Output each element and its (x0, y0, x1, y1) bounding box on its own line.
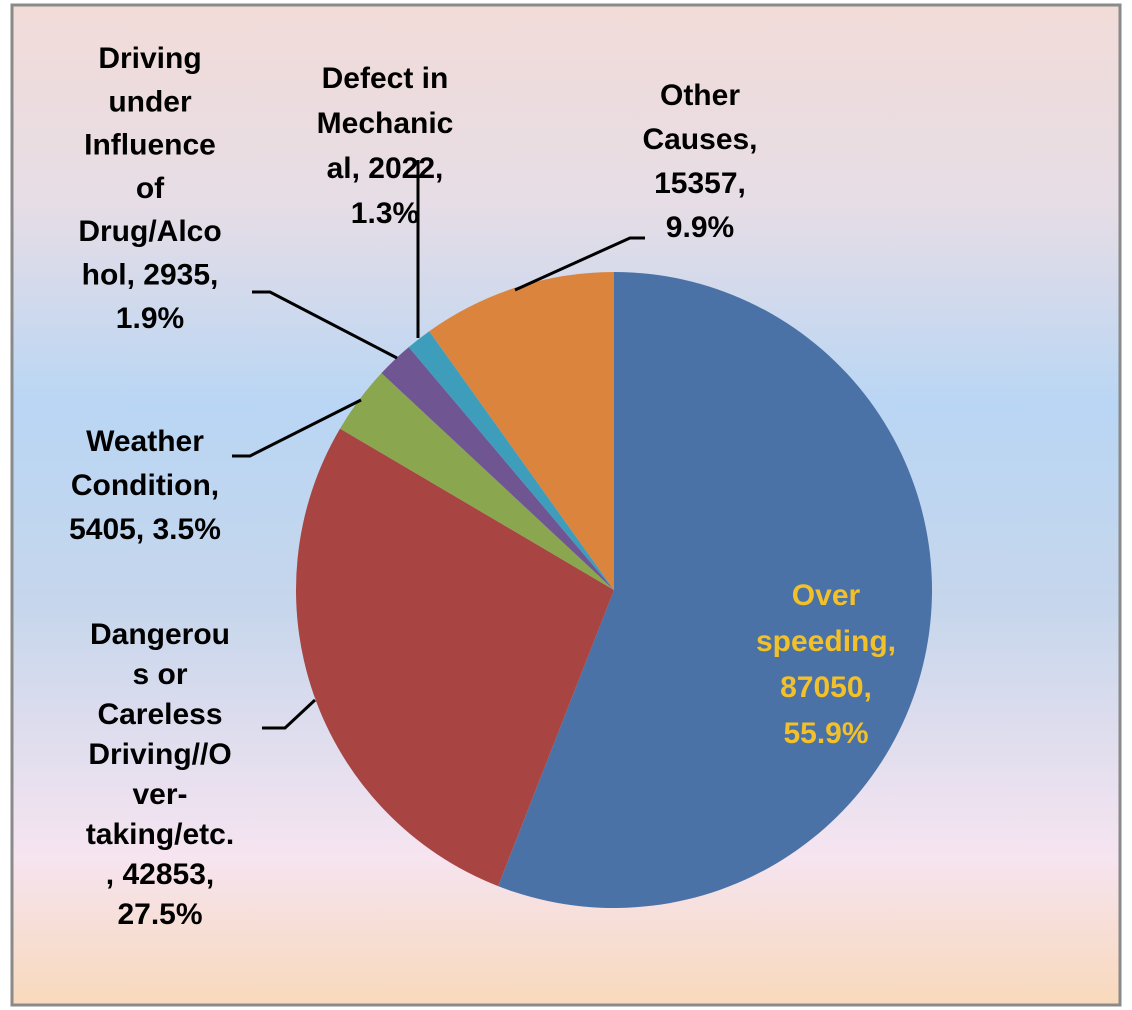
data-label-line: 1.3% (351, 197, 419, 230)
data-label-line: s or (132, 658, 187, 691)
pie-slice (296, 428, 614, 887)
leader-line (232, 398, 362, 458)
leader-line (514, 236, 645, 292)
data-label-line: Other (660, 79, 740, 112)
data-label-line: , 42853, (106, 858, 214, 891)
pie-slice (340, 373, 614, 590)
data-label-line: Influence (84, 129, 216, 162)
pie-slice (408, 331, 614, 590)
data-label-line: Weather (86, 425, 204, 458)
data-label-line: Driving (98, 42, 201, 75)
data-label: Defect in Mechanic al, 2022, 1.3% (317, 62, 454, 230)
data-label-line: Condition, (71, 469, 219, 502)
data-label-line: 1.9% (116, 302, 184, 335)
data-label-line: speeding, (756, 625, 896, 658)
pie-slice (429, 272, 614, 590)
data-label-line: 15357, (654, 167, 746, 200)
data-label-line: Dangerou (90, 618, 230, 651)
data-label-line: al, 2022, (327, 152, 444, 185)
data-label-line: 9.9% (666, 211, 734, 244)
leader-line (252, 290, 398, 360)
data-label-line: Drug/Alco (78, 215, 221, 248)
data-label-line: under (108, 85, 192, 118)
data-label: Dangerou s or Careless Driving//O ver-taking… (86, 618, 234, 931)
data-label-line: Over (792, 579, 861, 612)
data-label-line: 5405, 3.5% (69, 513, 221, 546)
data-label-line: Mechanic (317, 107, 454, 140)
pie-slice (498, 272, 933, 909)
data-label-line: taking/etc. (86, 818, 234, 851)
data-label: Weather Condition, 5405, 3.5% (69, 425, 221, 546)
data-label: Other Causes, 15357, 9.9% (642, 79, 757, 244)
pie-slice (381, 347, 614, 590)
leader-line (262, 698, 317, 730)
data-label-line: Defect in (322, 62, 449, 95)
data-label-line: 27.5% (117, 898, 202, 931)
data-label-line: Driving//O (88, 738, 231, 771)
data-label-line: of (136, 172, 165, 205)
data-label-line: Causes, (642, 123, 757, 156)
data-label: Over speeding, 87050, 55.9% (756, 579, 896, 750)
data-label-line: Careless (97, 698, 222, 731)
data-label-line: 55.9% (783, 717, 868, 750)
data-label-line: hol, 2935, (82, 258, 219, 291)
data-label-line: ver- (132, 778, 187, 811)
data-label: Driving under Influence of Drug/Alco hol, 293… (78, 42, 221, 335)
data-label-line: 87050, (780, 671, 872, 704)
